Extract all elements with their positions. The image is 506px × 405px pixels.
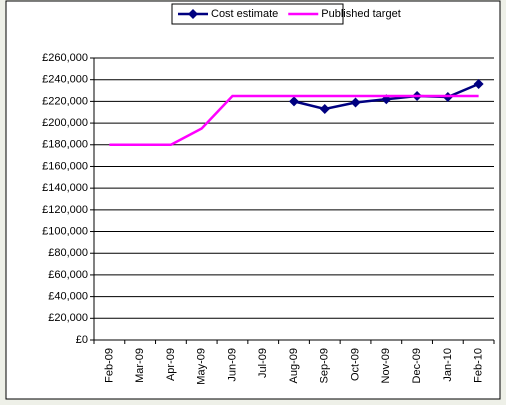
y-tick-label: £200,000 <box>42 117 88 129</box>
y-tick-label: £140,000 <box>42 182 88 194</box>
x-tick-label: Dec-09 <box>411 348 423 383</box>
x-tick-label: May-09 <box>196 348 208 385</box>
y-tick-label: £40,000 <box>48 291 88 303</box>
y-tick-label: £260,000 <box>42 52 88 64</box>
y-tick-label: £160,000 <box>42 160 88 172</box>
y-tick-label: £120,000 <box>42 204 88 216</box>
x-tick-label: Feb-09 <box>103 348 115 383</box>
data-point <box>473 79 484 90</box>
x-tick-label: Jan-10 <box>442 348 454 382</box>
x-tick-label: Mar-09 <box>134 348 146 383</box>
x-tick-label: Apr-09 <box>165 348 177 381</box>
x-tick-label: Aug-09 <box>288 348 300 383</box>
y-tick-label: £180,000 <box>42 139 88 151</box>
data-point <box>319 103 330 114</box>
y-tick-label: £100,000 <box>42 225 88 237</box>
data-point <box>289 96 299 107</box>
data-point <box>350 97 361 108</box>
y-tick-label: £80,000 <box>48 247 88 259</box>
x-tick-label: Jul-09 <box>257 348 269 378</box>
legend-label: Cost estimate <box>211 8 278 20</box>
y-tick-label: £220,000 <box>42 95 88 107</box>
legend <box>171 3 344 25</box>
legend-label: Published target <box>321 8 401 20</box>
y-tick-label: £20,000 <box>48 312 88 324</box>
y-tick-label: £240,000 <box>42 74 88 86</box>
x-tick-label: Jun-09 <box>226 348 238 382</box>
legend-marker <box>188 9 198 19</box>
x-tick-label: Oct-09 <box>349 348 361 381</box>
x-tick-label: Nov-09 <box>380 348 392 383</box>
series-line <box>109 94 479 147</box>
y-tick-label: £0 <box>76 334 88 346</box>
y-tick-label: £60,000 <box>48 269 88 281</box>
x-tick-label: Feb-10 <box>473 348 485 383</box>
x-tick-label: Sep-09 <box>319 348 331 383</box>
